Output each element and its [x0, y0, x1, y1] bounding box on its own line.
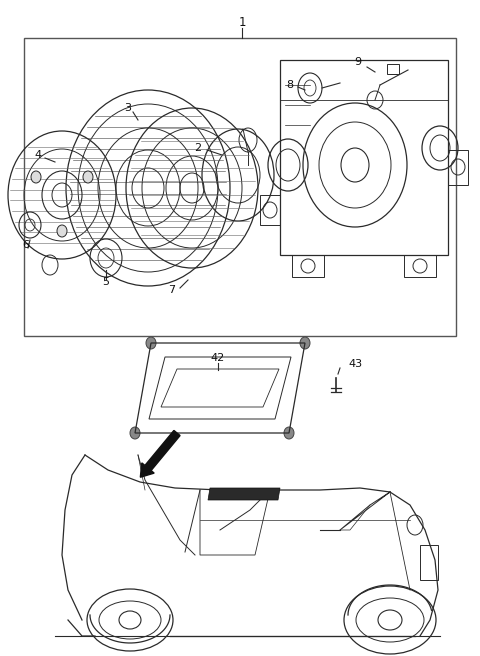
Text: 2: 2: [194, 143, 202, 153]
Bar: [420, 545, 438, 580]
Ellipse shape: [130, 427, 140, 439]
Text: 7: 7: [168, 285, 176, 295]
Text: 3: 3: [124, 103, 132, 113]
Text: 8: 8: [287, 80, 294, 90]
FancyArrow shape: [140, 430, 180, 478]
Text: 5: 5: [103, 277, 109, 287]
Ellipse shape: [146, 337, 156, 349]
Bar: [404, 255, 436, 277]
Text: 6: 6: [23, 240, 29, 250]
Ellipse shape: [300, 337, 310, 349]
Text: 43: 43: [348, 359, 362, 369]
Ellipse shape: [284, 427, 294, 439]
Polygon shape: [208, 488, 280, 500]
Ellipse shape: [57, 225, 67, 237]
Text: 1: 1: [238, 16, 246, 28]
Ellipse shape: [83, 171, 93, 183]
Bar: [448, 150, 468, 185]
Bar: [24, 38, 456, 336]
Bar: [280, 60, 448, 255]
Text: 42: 42: [211, 353, 225, 363]
Bar: [260, 195, 280, 225]
Bar: [292, 255, 324, 277]
Bar: [387, 64, 399, 74]
Text: 4: 4: [35, 150, 42, 160]
Text: 9: 9: [354, 57, 361, 67]
Ellipse shape: [31, 171, 41, 183]
